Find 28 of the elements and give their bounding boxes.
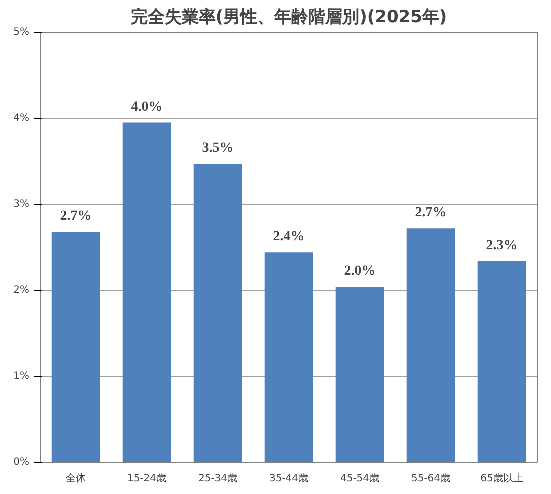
x-tick-label: 35-44歳 <box>269 472 309 484</box>
x-tick-label: 15-24歳 <box>127 472 167 484</box>
x-tick-label: 65歳以上 <box>480 472 524 484</box>
chart-title: 完全失業率(男性、年齢階層別)(2025年) <box>130 8 448 28</box>
x-tick-label: 45-54歳 <box>340 472 380 484</box>
data-label: 2.0% <box>344 264 376 280</box>
data-label: 2.7% <box>415 206 447 221</box>
bar <box>406 228 456 462</box>
bar <box>264 252 314 462</box>
y-tick-label: 4% <box>14 113 30 124</box>
y-tick-label: 2% <box>14 285 30 296</box>
data-label: 2.7% <box>60 209 92 224</box>
bar <box>52 232 100 462</box>
data-label: 2.4% <box>273 230 305 245</box>
x-tick-label: 25-34歳 <box>198 472 238 484</box>
y-tick-label: 1% <box>14 371 30 382</box>
bar <box>478 261 526 462</box>
y-tick-label: 3% <box>14 199 30 210</box>
x-tick-label: 全体 <box>66 472 86 484</box>
bar <box>122 122 172 462</box>
x-tick-label: 55-64歳 <box>411 472 451 484</box>
bar <box>336 287 384 462</box>
data-label: 3.5% <box>202 141 234 156</box>
y-tick-label: 0% <box>14 457 30 468</box>
bar <box>194 164 242 462</box>
data-label: 2.3% <box>486 238 518 254</box>
y-tick-label: 5% <box>14 27 30 38</box>
data-label: 4.0% <box>131 100 163 115</box>
